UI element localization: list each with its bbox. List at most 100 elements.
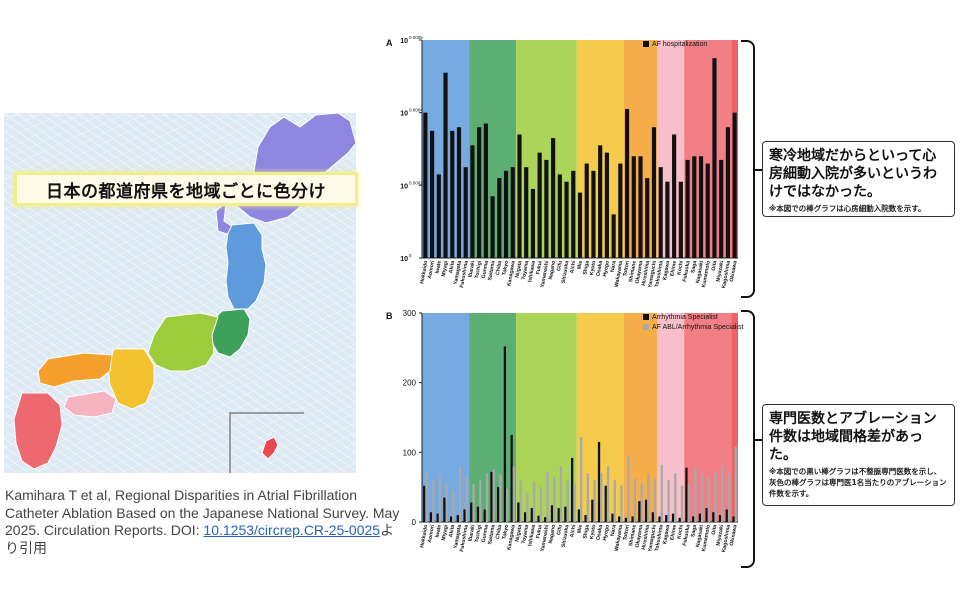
bar-b [712,512,715,522]
bar-b [611,513,614,522]
bar-b [432,480,435,522]
x-tick-label: Wakayama [614,524,625,551]
bar-b [465,476,468,522]
bar-b [570,457,574,522]
bar-a [456,127,462,258]
x-tick-label: Saitama [487,524,496,545]
x-tick-label: Oita [711,524,719,535]
bar-b [694,467,697,522]
y-tick-label: 10 [400,256,408,263]
bar-b [633,478,637,522]
bar-a [503,170,509,258]
x-tick-label: Shimane [628,260,638,282]
bar-a [624,109,630,259]
x-tick-label: Akita [448,524,456,538]
bar-b [566,480,569,522]
x-tick-label: Kyoto [589,524,597,540]
region-tohoku [225,222,267,310]
x-tick-label: Shizuoka [561,524,571,548]
x-tick-label: Aichi [569,524,577,538]
x-tick-label: Tochigi [474,524,483,543]
x-tick-label: Oita [711,260,719,271]
bar-b [506,488,509,522]
callout-a: 寒冷地域だからといって心房細動入院が多いというわけではなかった。 ※本図での棒グ… [762,141,955,217]
bar-a [725,127,730,258]
bar-b [692,516,695,522]
x-tick-label: Nagasaki [695,524,705,548]
y-tick-label: 10 [400,111,408,118]
x-tick-label: Miyazaki [716,260,726,283]
callout-b-note: ※本図での黒い棒グラフは不整脈専門医数を示し、灰色の棒グラフは専門医1名当たりの… [769,467,947,498]
bar-b [429,512,433,522]
x-tick-label: Ishikawa [527,524,537,546]
x-tick-label: Yamagata [453,260,463,285]
bar-b [678,517,681,522]
bar-b [537,515,540,522]
bar-b [725,509,728,522]
x-tick-label: Hokkaido [419,260,429,284]
bar-a [658,167,663,258]
bar-b [658,516,661,522]
x-tick-label: Fukushima [459,524,470,552]
bar-b [526,492,529,522]
doi-link[interactable]: 10.1253/circrep.CR-25-0025 [203,522,381,538]
bar-b [423,485,426,522]
bar-a [685,159,690,258]
bar-b [631,516,634,522]
y-tick-label: 300 [403,309,417,318]
bar-b [687,483,690,522]
bar-a [544,159,549,258]
bar-b [606,466,610,522]
x-tick-label: Aomori [427,260,436,279]
bar-b [445,483,448,522]
x-tick-label: Shiga [582,260,590,275]
x-tick-label: Saga [690,524,698,537]
y-tick-label: 100 [403,448,417,457]
region-band [731,313,738,522]
x-tick-label: Tokushima [654,524,665,552]
bar-b [577,509,580,522]
y-tick-label-exp: 0.0004 [409,108,423,113]
bar-b [523,512,527,522]
bracket-b [741,310,763,568]
x-tick-label: Toyama [521,524,530,544]
x-tick-label: Gifu [556,260,564,271]
bar-b [732,516,735,522]
bar-a [477,127,482,258]
bar-a [577,192,583,258]
bar-b [653,478,657,522]
bar-a [483,123,488,258]
x-tick-label: Hyogo [602,260,611,277]
x-tick-label: Hiroshima [641,260,651,286]
bar-b [443,497,446,522]
bar-a [490,196,495,258]
x-tick-label: Nara [610,524,618,537]
bar-b [503,346,507,522]
bar-a [705,163,710,258]
bar-b [436,513,439,522]
x-tick-label: Mie [577,524,584,534]
bar-b [456,515,459,522]
bar-b [640,483,643,522]
bar-a [631,156,636,258]
bar-a [638,156,643,258]
bar-b [463,509,466,522]
y-tick-label: 10 [400,38,408,45]
charts-panel: 10 0 10 0.0002 10 0.0004 10 0.0006 A Hokkaido Aomo… [380,30,760,570]
bar-b [553,476,556,522]
bar-b [573,483,576,522]
bar-b [665,515,668,522]
bar-a [712,58,717,259]
bar-b [600,473,603,522]
x-tick-label: Miyagi [441,524,450,541]
x-tick-label: Tottori [622,524,631,541]
bar-b [564,506,567,522]
map-title-text: 日本の都道府県を地域ごとに色分け [46,181,326,202]
citation-text: Kamihara T et al, Regional Disparities i… [5,487,400,538]
x-tick-label: Ehime [669,260,678,276]
x-tick-label: Aomori [427,524,436,543]
x-tick-label: Akita [448,260,456,274]
x-tick-label: Okayama [635,260,645,284]
x-tick-label: Fukui [535,260,543,275]
bar-b [512,466,516,522]
